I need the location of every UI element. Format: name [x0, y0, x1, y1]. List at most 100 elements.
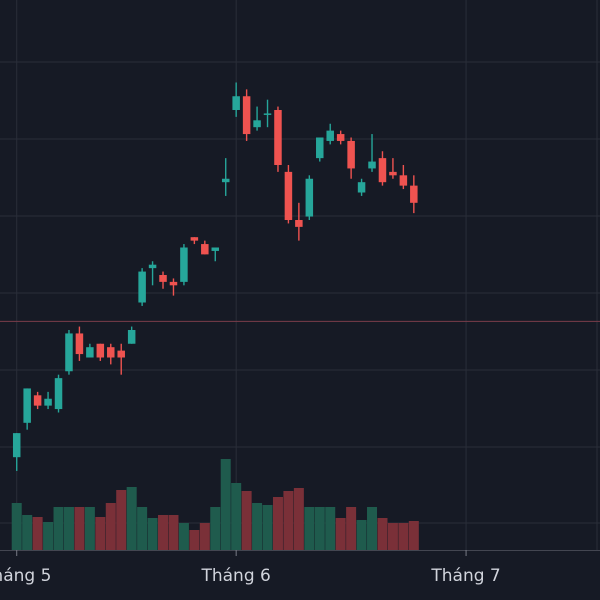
- candle-down: [336, 130, 345, 145]
- volume-bar-down: [408, 521, 419, 550]
- candle-body: [23, 388, 31, 423]
- candle-up: [221, 158, 230, 196]
- grid: [0, 0, 600, 550]
- candle-body: [54, 378, 63, 410]
- candle-up: [12, 433, 21, 471]
- volume-bar-down: [105, 503, 116, 550]
- candle-body: [12, 433, 21, 458]
- candle-up: [65, 330, 73, 375]
- volume-bar-down: [346, 507, 357, 550]
- candle-down: [378, 151, 387, 186]
- candle-down: [399, 165, 408, 190]
- volume-bar-down: [293, 488, 304, 550]
- candle-down: [410, 175, 418, 214]
- candle-down: [33, 391, 42, 410]
- candle-body: [347, 140, 355, 169]
- candle-down: [117, 343, 125, 375]
- candle-body: [316, 137, 324, 159]
- candle-body: [368, 161, 376, 169]
- volume-bar-down: [32, 517, 43, 550]
- volume-bar-down: [387, 523, 398, 550]
- volume-bar-up: [137, 507, 148, 550]
- candle-body: [389, 171, 397, 176]
- candle-body: [357, 182, 366, 193]
- candle-down: [274, 106, 282, 172]
- candle-up: [138, 268, 146, 306]
- candle-up: [44, 391, 52, 410]
- candle-body: [96, 343, 105, 358]
- candle-body: [211, 247, 220, 251]
- candle-down: [284, 165, 293, 224]
- candle-up: [253, 106, 261, 131]
- volume-bar-up: [178, 523, 189, 550]
- candle-body: [232, 96, 240, 110]
- candle-body: [75, 333, 84, 355]
- candle-body: [44, 398, 52, 406]
- volume-bars: [11, 459, 419, 550]
- x-tick-label: Tháng 6: [201, 566, 271, 586]
- volume-bar-up: [231, 483, 242, 550]
- volume-bar-up: [367, 507, 378, 550]
- candle-up: [263, 99, 272, 128]
- candle-body: [107, 347, 115, 358]
- candle-body: [336, 134, 345, 141]
- x-tick-label: Tháng 5: [0, 566, 52, 586]
- volume-bar-down: [283, 491, 294, 550]
- volume-bar-up: [63, 507, 74, 550]
- candle-body: [295, 220, 303, 227]
- candle-body: [190, 237, 199, 241]
- volume-bar-down: [168, 515, 179, 550]
- volume-bar-down: [241, 491, 252, 550]
- candle-body: [65, 333, 73, 372]
- volume-bar-up: [220, 459, 231, 550]
- candle-body: [169, 281, 178, 286]
- candle-down: [295, 202, 303, 241]
- candle-up: [23, 388, 31, 430]
- candle-up: [232, 82, 240, 117]
- volume-bar-up: [22, 515, 33, 550]
- candle-body: [127, 330, 136, 344]
- x-axis: [0, 550, 600, 556]
- volume-bar-up: [210, 507, 221, 550]
- volume-bar-up: [314, 507, 325, 550]
- candle-body: [117, 350, 125, 358]
- candle-down: [389, 158, 397, 179]
- volume-bar-down: [199, 523, 210, 550]
- candle-down: [96, 343, 105, 361]
- volume-bar-up: [304, 507, 315, 550]
- candle-body: [201, 244, 209, 255]
- candle-body: [180, 247, 188, 282]
- candle-body: [253, 120, 261, 128]
- volume-bar-up: [11, 503, 22, 550]
- candle-body: [159, 275, 167, 282]
- volume-bar-down: [116, 490, 127, 550]
- volume-bar-down: [158, 515, 169, 550]
- candle-up: [86, 343, 94, 358]
- volume-bar-down: [398, 523, 409, 550]
- candle-body: [221, 178, 230, 183]
- volume-bar-down: [189, 530, 200, 550]
- candle-down: [201, 240, 209, 255]
- candle-body: [399, 175, 408, 186]
- candle-down: [242, 89, 251, 141]
- volume-bar-up: [126, 487, 137, 550]
- volume-bar-up: [262, 505, 273, 550]
- candle-body: [326, 130, 334, 141]
- candle-down: [169, 278, 178, 296]
- candle-up: [211, 247, 220, 262]
- candle-up: [127, 326, 136, 344]
- candle-up: [148, 261, 157, 286]
- volume-bar-up: [252, 503, 263, 550]
- volume-bar-down: [272, 497, 283, 550]
- volume-bar-down: [377, 518, 388, 550]
- candle-up: [326, 123, 334, 145]
- volume-bar-up: [53, 507, 64, 550]
- candles: [12, 82, 418, 471]
- candle-body: [284, 171, 293, 220]
- volume-bar-down: [74, 507, 85, 550]
- candle-body: [138, 271, 146, 303]
- candle-body: [410, 185, 418, 203]
- volume-bar-down: [335, 518, 346, 550]
